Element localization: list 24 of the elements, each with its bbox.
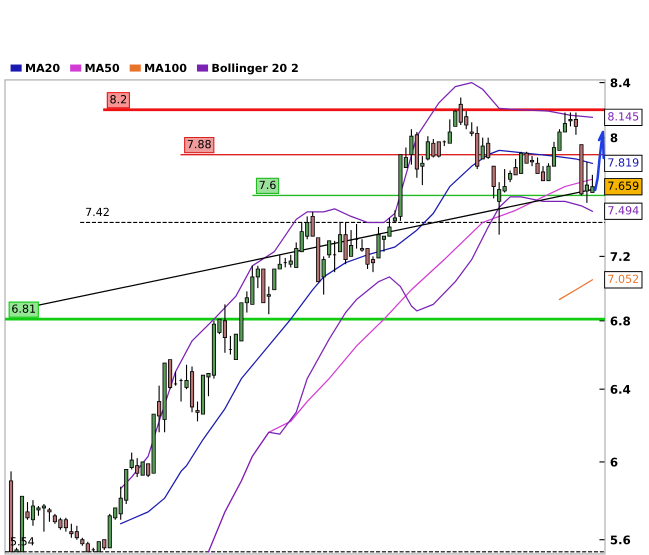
y-tick-label: 6 (610, 458, 618, 467)
candlestick (492, 166, 496, 199)
y-tick-label: 8.4 (610, 78, 630, 88)
data-label: 7.819 (608, 158, 638, 167)
data-label: 7.494 (608, 206, 639, 214)
y-tick-label: 6.4 (610, 384, 630, 394)
candlestick (327, 240, 332, 259)
ref-line-label: 7.6 (260, 180, 276, 190)
legend-label: MA50 (86, 64, 120, 72)
legend-label: MA100 (145, 64, 186, 72)
text: 7.659 (608, 182, 638, 190)
candlestick (47, 507, 52, 522)
data-label: 7.052 (608, 274, 638, 284)
data-label: 8.145 (608, 112, 638, 121)
y-tick-label: 7.2 (610, 252, 630, 261)
ref-line-label: 7.88 (188, 140, 211, 148)
legend-label: MA20 (26, 64, 60, 72)
legend-label: Bollinger 20 2 (212, 64, 298, 74)
ref-line-label: 8.2 (110, 95, 126, 104)
y-tick-label: 5.6 (610, 535, 630, 544)
y-tick-label: 6.8 (610, 316, 630, 326)
ref-line-label: 7.42 (86, 208, 109, 216)
y-tick-label: 8 (610, 133, 618, 142)
ref-line-label: 6.81 (12, 304, 36, 313)
